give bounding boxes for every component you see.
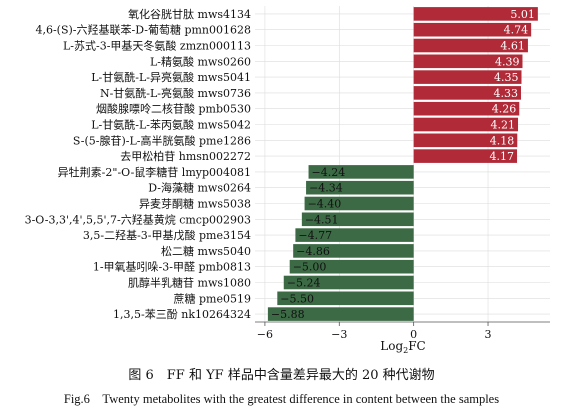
x-tick-label: −3 xyxy=(331,328,347,341)
bar-value-label: −4.77 xyxy=(298,229,332,242)
category-label: L-甘氨酰-L-异亮氨酸 mws5041 xyxy=(91,70,251,84)
x-axis-title-main: Log xyxy=(380,339,403,353)
bar-value-label: −5.88 xyxy=(271,308,305,321)
bar xyxy=(413,149,518,163)
category-label: S-(5-腺苷)-L-高半胱氨酸 pme1286 xyxy=(73,133,251,147)
category-label: 1,3,5-苯三酚 nk10264324 xyxy=(113,307,251,321)
category-label: 氧化谷胱甘肽 mws4134 xyxy=(128,7,251,21)
category-label: L-苏式-3-甲基天冬氨酸 zmzn000113 xyxy=(63,39,251,53)
category-label: L-精氨酸 mws0260 xyxy=(150,54,251,68)
x-axis-title-sub: 2 xyxy=(403,346,408,355)
bar xyxy=(413,86,521,100)
bar-value-label: 4.74 xyxy=(504,24,529,37)
category-label: 异牡荆素-2"-O-鼠李糖苷 lmyp004081 xyxy=(58,165,251,179)
bar-value-label: 4.26 xyxy=(492,103,517,116)
bar xyxy=(306,180,414,195)
bar-value-label: −4.40 xyxy=(308,198,342,211)
bar xyxy=(304,196,414,211)
bar xyxy=(308,165,414,179)
bar-value-label: −5.50 xyxy=(280,292,314,305)
category-label: 1-甲氧基吲哚-3-甲醛 pmb0813 xyxy=(93,260,251,274)
bar xyxy=(413,117,519,132)
bar xyxy=(267,307,414,321)
bar xyxy=(413,7,538,21)
x-tick-label: 3 xyxy=(485,328,492,341)
bar xyxy=(295,228,414,242)
category-label: 烟酸腺嘌呤二核苷酸 pmb0530 xyxy=(96,102,251,116)
bar xyxy=(301,212,414,227)
category-label: 异麦芽酮糖 mws5038 xyxy=(139,197,251,211)
bar-value-label: −5.00 xyxy=(293,261,327,274)
bar xyxy=(413,70,522,84)
bar xyxy=(289,259,414,274)
category-label: 3-O-3,3',4',5,5',7-六羟基黄烷 cmcp002903 xyxy=(25,212,251,226)
bar-value-label: 4.35 xyxy=(494,71,519,84)
bar xyxy=(413,101,520,116)
bar-value-label: −4.34 xyxy=(309,182,343,195)
bar-value-label: 5.01 xyxy=(510,8,535,21)
bar-value-label: −4.24 xyxy=(312,166,346,179)
bar-value-label: 4.33 xyxy=(493,87,518,100)
bar-value-label: 4.17 xyxy=(490,150,515,163)
bar-value-label: −4.51 xyxy=(305,213,339,226)
bar-value-label: 4.39 xyxy=(495,55,520,68)
figure-caption-zh: 图 6 FF 和 YF 样品中含量差异最大的 20 种代谢物 xyxy=(128,368,435,383)
category-label: 蔗糖 pme0519 xyxy=(174,291,251,305)
bar xyxy=(277,291,414,306)
x-axis: −6 −3 0 3 xyxy=(255,321,550,341)
category-label: N-甘氨酰-L-亮氨酸 mws0736 xyxy=(100,86,251,100)
bar-value-label: 4.61 xyxy=(500,40,525,53)
x-axis-title: Log2FC xyxy=(380,339,425,355)
bar xyxy=(413,22,532,37)
category-label: 去甲松柏苷 hmsn002272 xyxy=(120,149,251,163)
bar-value-label: 4.21 xyxy=(491,119,516,132)
category-label: 4,6-(S)-六羟基联苯-D-葡萄糖 pmn001628 xyxy=(35,23,251,37)
category-label: 3,5-二羟基-3-甲基戊酸 pme3154 xyxy=(83,228,251,242)
bar xyxy=(283,275,414,290)
category-label: 松二糖 mws5040 xyxy=(161,244,251,258)
x-axis-title-tail: FC xyxy=(408,339,426,353)
bars: 5.01 4.74 4.61 4.39 4.35 4.33 4.26 4.21 4.18 4.17… xyxy=(267,7,538,321)
grid-lines xyxy=(255,6,550,322)
category-label: D-海藻糖 mws0264 xyxy=(148,181,251,195)
bar xyxy=(413,133,518,148)
x-tick-label: 0 xyxy=(410,328,417,341)
bar xyxy=(413,54,523,69)
category-label: L-甘氨酰-L-苯丙氨酸 mws5042 xyxy=(91,118,251,132)
bar-value-label: −4.86 xyxy=(296,245,330,258)
bar-value-label: −5.24 xyxy=(287,277,321,290)
bar xyxy=(413,38,528,53)
bar-value-label: 4.18 xyxy=(490,134,515,147)
figure-caption-en: Fig.6 Twenty metabolites with the greate… xyxy=(63,392,500,406)
x-tick-label: −6 xyxy=(257,328,273,341)
category-labels: 氧化谷胱甘肽 mws4134 4,6-(S)-六羟基联苯-D-葡萄糖 pmn001… xyxy=(25,7,251,321)
bar xyxy=(293,244,414,258)
category-label: 肌醇半乳糖苷 mws1080 xyxy=(128,276,251,290)
